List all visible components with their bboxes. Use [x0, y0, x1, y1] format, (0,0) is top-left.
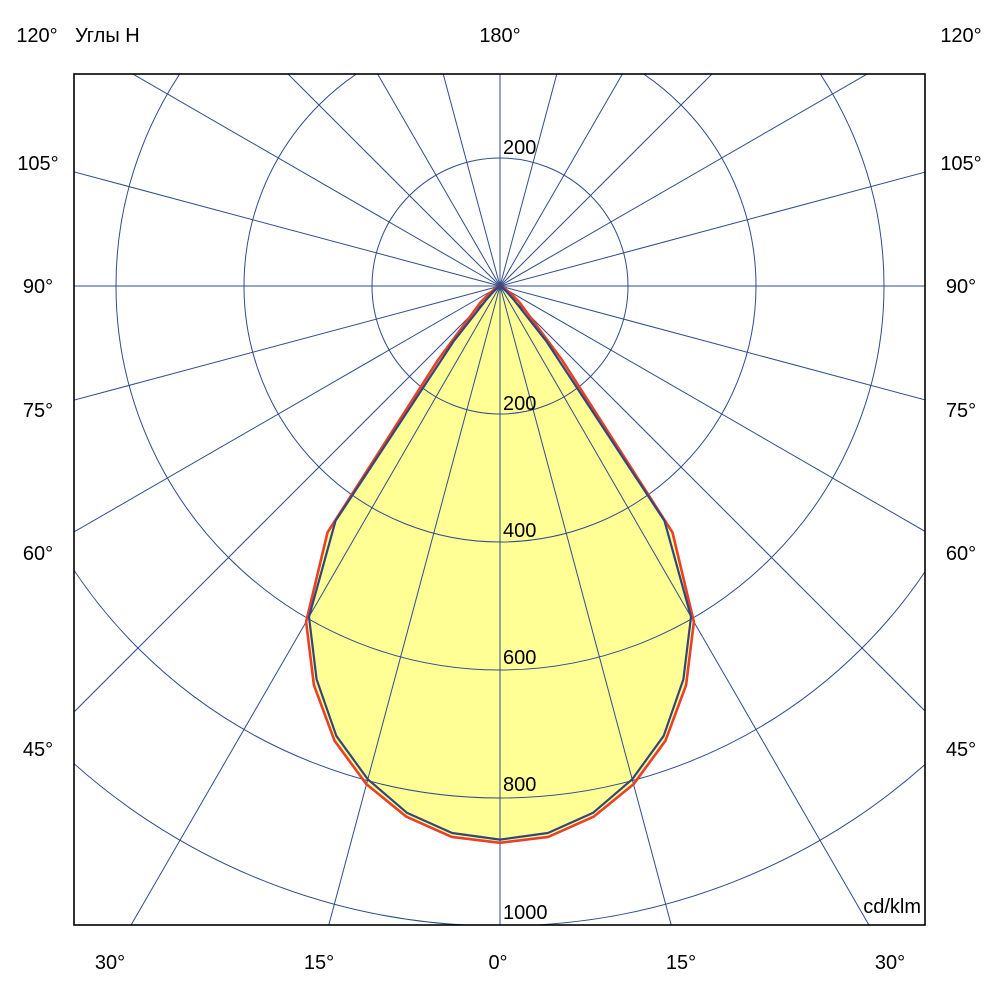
angle-label-bottom-15r: 15° [666, 952, 696, 974]
ring-label-200: 200 [503, 393, 536, 415]
angle-label-left-75: 75° [23, 400, 53, 422]
curve-c0-180 [304, 284, 696, 845]
grid-ray-60 [499, 285, 925, 532]
curve-stroke-layer [304, 284, 696, 845]
curve-c90-270 [307, 284, 693, 841]
angle-label-top-left: 120° [16, 25, 57, 47]
grid-ray-195 [442, 74, 501, 287]
grid-ray-255 [74, 171, 501, 287]
ring-label-400: 400 [503, 520, 536, 542]
angle-label-top-right: 120° [940, 25, 981, 47]
grid-ray-150 [499, 74, 623, 287]
angle-label-left-90: 90° [23, 276, 53, 298]
angle-label-top-center: 180° [479, 25, 520, 47]
grid-ray-300 [74, 285, 501, 533]
ring-label-800: 800 [503, 774, 536, 796]
ring-label-600: 600 [503, 647, 536, 669]
angle-label-left-45: 45° [23, 739, 53, 761]
grid-ray-285 [74, 285, 501, 401]
ring-label-1000: 1000 [503, 902, 548, 924]
angle-label-bottom-0: 0° [488, 952, 507, 974]
grid-ray-135 [499, 74, 713, 287]
angle-label-right-75: 75° [946, 400, 976, 422]
grid-ray-240 [131, 74, 501, 287]
grid-ray-105 [499, 171, 925, 287]
grid-ray-330 [130, 285, 501, 925]
angle-label-right-105: 105° [940, 153, 981, 175]
angle-label-left-105: 105° [17, 153, 58, 175]
angle-label-left-60: 60° [23, 543, 53, 565]
grid-ray-75 [499, 285, 925, 401]
ring-label-200-top: 200 [503, 137, 536, 159]
grid-ray-345 [328, 285, 501, 925]
grid-ray-165 [499, 74, 558, 287]
grid-ray-210 [377, 74, 501, 287]
grid-ray-120 [499, 74, 869, 287]
angle-label-bottom-30l: 30° [95, 952, 125, 974]
grid-ray-30 [499, 285, 870, 925]
chart-title: Углы H [75, 25, 140, 47]
angle-label-bottom-30r: 30° [875, 952, 905, 974]
grid-ray-315 [74, 285, 501, 713]
unit-label: cd/klm [863, 896, 921, 918]
grid-ray-45 [499, 285, 925, 712]
grid-ray-225 [287, 74, 501, 287]
angle-label-right-90: 90° [946, 276, 976, 298]
grid-ray-15 [499, 285, 672, 925]
angle-label-bottom-15l: 15° [304, 952, 334, 974]
angle-label-right-60: 60° [946, 543, 976, 565]
plot-frame [73, 73, 926, 926]
angle-label-right-45: 45° [946, 739, 976, 761]
